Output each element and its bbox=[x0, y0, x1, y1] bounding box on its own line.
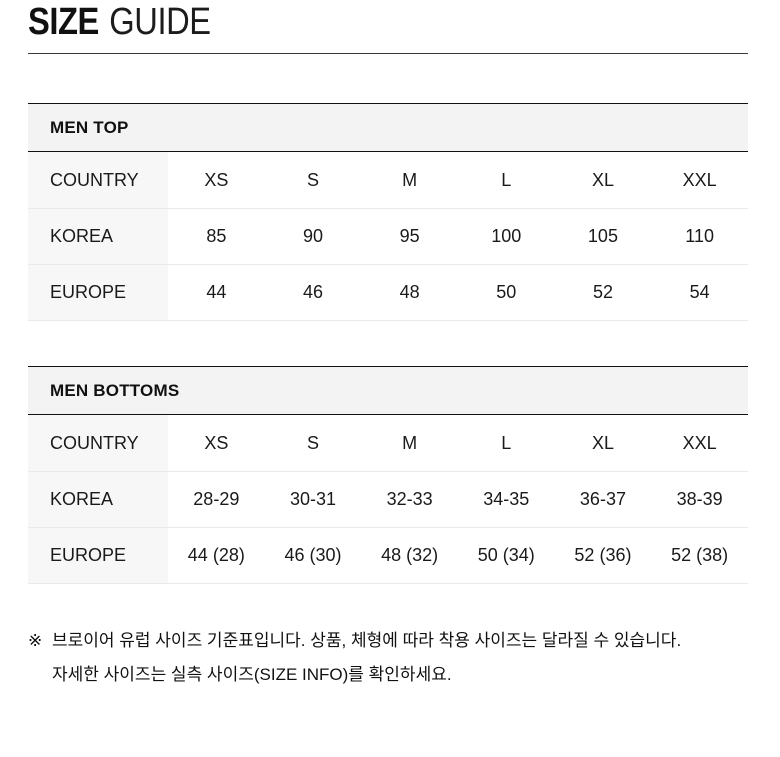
column-header: XXL bbox=[651, 414, 748, 472]
size-value: 85 bbox=[168, 208, 265, 265]
column-header: COUNTRY bbox=[28, 151, 168, 209]
men-bottoms-table: MEN BOTTOMS COUNTRY XS S M L XL XXL KORE… bbox=[28, 366, 748, 584]
column-header: XL bbox=[554, 414, 652, 472]
column-header: M bbox=[361, 151, 458, 209]
reference-mark-icon: ※ bbox=[28, 631, 43, 650]
size-value: 44 (28) bbox=[168, 527, 265, 584]
size-value: 110 bbox=[651, 208, 748, 265]
men-bottoms-section-header: MEN BOTTOMS bbox=[28, 366, 748, 415]
row-label: EUROPE bbox=[28, 264, 168, 321]
size-value: 30-31 bbox=[264, 471, 362, 528]
page-title-light: GUIDE bbox=[109, 1, 211, 43]
size-value: 48 bbox=[361, 264, 458, 321]
size-value: 52 (38) bbox=[651, 527, 748, 584]
page-title: SIZE GUIDE bbox=[28, 2, 211, 42]
size-value: 38-39 bbox=[651, 471, 748, 528]
footnote-text: 브로이어 유럽 사이즈 기준표입니다. 상품, 체형에 따라 착용 사이즈는 달… bbox=[52, 624, 748, 692]
size-value: 52 bbox=[554, 264, 652, 321]
men-top-section-header: MEN TOP bbox=[28, 103, 748, 152]
section-title: MEN BOTTOMS bbox=[28, 366, 748, 415]
column-header: COUNTRY bbox=[28, 414, 168, 472]
column-header: L bbox=[457, 414, 555, 472]
men-bottoms-column-header-row: COUNTRY XS S M L XL XXL bbox=[28, 414, 748, 472]
size-value: 95 bbox=[361, 208, 458, 265]
size-value: 44 bbox=[168, 264, 265, 321]
table-row: EUROPE 44 46 48 50 52 54 bbox=[28, 264, 748, 321]
column-header: M bbox=[361, 414, 458, 472]
row-label: KOREA bbox=[28, 471, 168, 528]
men-top-column-header-row: COUNTRY XS S M L XL XXL bbox=[28, 151, 748, 209]
size-value: 50 (34) bbox=[457, 527, 555, 584]
size-value: 46 (30) bbox=[264, 527, 362, 584]
page-title-bold: SIZE bbox=[28, 1, 99, 43]
column-header: S bbox=[264, 414, 362, 472]
size-value: 105 bbox=[554, 208, 652, 265]
row-label: EUROPE bbox=[28, 527, 168, 584]
column-header: XS bbox=[168, 414, 265, 472]
size-value: 90 bbox=[264, 208, 362, 265]
table-row: EUROPE 44 (28) 46 (30) 48 (32) 50 (34) 5… bbox=[28, 527, 748, 584]
size-value: 54 bbox=[651, 264, 748, 321]
column-header: XS bbox=[168, 151, 265, 209]
size-value: 36-37 bbox=[554, 471, 652, 528]
size-value: 100 bbox=[457, 208, 555, 265]
column-header: S bbox=[264, 151, 362, 209]
section-title: MEN TOP bbox=[28, 103, 748, 152]
table-row: KOREA 28-29 30-31 32-33 34-35 36-37 38-3… bbox=[28, 471, 748, 528]
size-value: 46 bbox=[264, 264, 362, 321]
footnote: ※ 브로이어 유럽 사이즈 기준표입니다. 상품, 체형에 따라 착용 사이즈는… bbox=[28, 624, 748, 692]
column-header: XL bbox=[554, 151, 652, 209]
column-header: XXL bbox=[651, 151, 748, 209]
men-top-table: MEN TOP COUNTRY XS S M L XL XXL KOREA 85… bbox=[28, 103, 748, 321]
title-divider bbox=[28, 53, 748, 54]
footnote-line-1: 브로이어 유럽 사이즈 기준표입니다. 상품, 체형에 따라 착용 사이즈는 달… bbox=[52, 631, 682, 650]
size-value: 48 (32) bbox=[361, 527, 458, 584]
column-header: L bbox=[457, 151, 555, 209]
size-value: 52 (36) bbox=[554, 527, 652, 584]
size-value: 50 bbox=[457, 264, 555, 321]
footnote-line-2: 자세한 사이즈는 실측 사이즈(SIZE INFO)를 확인하세요. bbox=[52, 665, 452, 684]
size-value: 34-35 bbox=[457, 471, 555, 528]
size-value: 28-29 bbox=[168, 471, 265, 528]
size-value: 32-33 bbox=[361, 471, 458, 528]
row-label: KOREA bbox=[28, 208, 168, 265]
table-row: KOREA 85 90 95 100 105 110 bbox=[28, 208, 748, 265]
